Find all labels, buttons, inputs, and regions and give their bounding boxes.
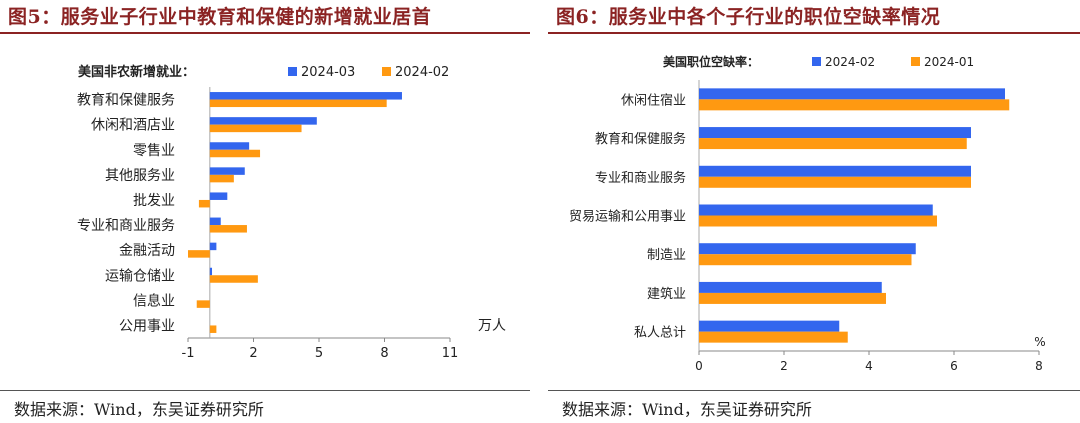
legend-swatch-2024-03 bbox=[288, 67, 297, 76]
bar-2024-02 bbox=[188, 250, 210, 258]
bar-2024-01 bbox=[699, 99, 1010, 111]
bar-2024-02 bbox=[699, 88, 1005, 100]
figure-6-chart: 美国职位空缺率： 2024-02 2024-01 0 2 4 6 8% 休闲住宿业教育和保健服务… bbox=[569, 54, 1046, 373]
figure-5-chart: 美国非农新增就业： 2024-03 2024-02 -1 2 5 8 11 万人 教育和保健服务休… bbox=[77, 64, 506, 361]
bar-2024-03 bbox=[209, 117, 317, 125]
legend-swatch-2024-02 bbox=[812, 57, 821, 66]
x-tick-label: 4 bbox=[865, 359, 873, 373]
bar-2024-02 bbox=[699, 204, 933, 216]
bar-2024-03 bbox=[209, 217, 221, 226]
figure-5-bottom-rule bbox=[0, 390, 530, 391]
bar-2024-01 bbox=[699, 254, 912, 266]
category-label: 其他服务业 bbox=[105, 168, 175, 184]
bar-2024-03 bbox=[209, 267, 213, 276]
x-tick-label: 2 bbox=[780, 359, 788, 373]
category-label: 公用事业 bbox=[119, 318, 175, 334]
category-label: 贸易运输和公用事业 bbox=[569, 209, 686, 225]
x-tick-label: 8 bbox=[380, 346, 388, 361]
bar-2024-01 bbox=[699, 331, 848, 343]
bar-2024-02 bbox=[699, 243, 916, 255]
legend-label-2024-01: 2024-01 bbox=[924, 55, 974, 69]
legend-swatch-2024-02 bbox=[382, 67, 391, 76]
bar-2024-02 bbox=[699, 320, 840, 332]
bar-2024-01 bbox=[699, 215, 937, 227]
bar-2024-01 bbox=[699, 176, 971, 188]
bar-2024-02 bbox=[699, 127, 971, 139]
category-label: 金融活动 bbox=[119, 243, 175, 259]
legend-label-2024-03: 2024-03 bbox=[301, 65, 355, 80]
category-label: 建筑业 bbox=[647, 286, 686, 302]
category-label: 休闲和酒店业 bbox=[91, 118, 175, 134]
bar-2024-03 bbox=[209, 242, 217, 251]
bar-2024-02 bbox=[209, 149, 261, 158]
figure-6-top-rule bbox=[548, 32, 1080, 34]
category-label: 私人总计 bbox=[634, 326, 686, 341]
bar-2024-03 bbox=[209, 142, 250, 150]
bar-2024-02 bbox=[198, 199, 210, 208]
unit-label: 万人 bbox=[478, 318, 506, 334]
x-tick-label: -1 bbox=[182, 346, 195, 361]
category-label: 专业和商业服务 bbox=[595, 170, 686, 186]
bar-2024-02 bbox=[209, 174, 234, 183]
bar-2024-02 bbox=[699, 281, 882, 293]
figure-5-source: 数据来源：Wind，东吴证券研究所 bbox=[14, 400, 264, 419]
category-label: 批发业 bbox=[133, 193, 175, 209]
bar-2024-01 bbox=[699, 138, 967, 150]
category-label: 制造业 bbox=[647, 248, 686, 263]
legend-swatch-2024-01 bbox=[911, 57, 920, 66]
category-label: 运输仓储业 bbox=[105, 268, 175, 284]
bar-2024-02 bbox=[209, 124, 302, 133]
x-tick-label: 2 bbox=[249, 346, 257, 361]
bar-2024-01 bbox=[699, 292, 886, 304]
legend-label-2024-02: 2024-02 bbox=[825, 55, 875, 69]
bar-2024-02 bbox=[209, 225, 247, 233]
unit-label: % bbox=[1034, 335, 1045, 349]
bar-2024-02 bbox=[209, 275, 258, 283]
bar-2024-02 bbox=[196, 300, 210, 308]
figure-5-top-rule bbox=[0, 32, 530, 34]
figure-6-title: 图6：服务业中各个子行业的职位空缺率情况 bbox=[556, 6, 941, 28]
x-tick-label: 11 bbox=[442, 346, 459, 361]
bar-2024-02 bbox=[209, 99, 387, 108]
x-tick-label: 5 bbox=[315, 346, 323, 361]
bar-2024-03 bbox=[209, 92, 402, 100]
figure-6-source: 数据来源：Wind，东吴证券研究所 bbox=[562, 400, 812, 419]
bar-2024-02 bbox=[699, 165, 971, 177]
category-label: 教育和保健服务 bbox=[77, 93, 175, 109]
figure-6-panel: 图6：服务业中各个子行业的职位空缺率情况 美国职位空缺率： 2024-02 2024… bbox=[548, 0, 1080, 423]
legend-label-2024-02: 2024-02 bbox=[395, 65, 449, 80]
figure-5-panel: 图5：服务业子行业中教育和保健的新增就业居首 美国非农新增就业： 2024-03 2… bbox=[0, 0, 530, 423]
x-tick-label: 6 bbox=[950, 359, 958, 373]
category-label: 信息业 bbox=[133, 292, 175, 309]
category-label: 教育和保健服务 bbox=[595, 131, 686, 147]
bar-2024-02 bbox=[209, 325, 217, 333]
category-label: 零售业 bbox=[133, 143, 175, 159]
category-label: 专业和商业服务 bbox=[77, 218, 175, 234]
figure-6-bottom-rule bbox=[548, 390, 1080, 391]
figure-5-title: 图5：服务业子行业中教育和保健的新增就业居首 bbox=[8, 6, 432, 28]
category-label: 休闲住宿业 bbox=[621, 92, 686, 108]
x-tick-label: 0 bbox=[695, 359, 703, 373]
bar-2024-03 bbox=[209, 167, 245, 175]
bar-2024-03 bbox=[209, 192, 228, 200]
x-tick-label: 8 bbox=[1035, 359, 1043, 373]
chart-title: 美国非农新增就业： bbox=[78, 64, 195, 80]
chart-title: 美国职位空缺率： bbox=[663, 54, 759, 69]
